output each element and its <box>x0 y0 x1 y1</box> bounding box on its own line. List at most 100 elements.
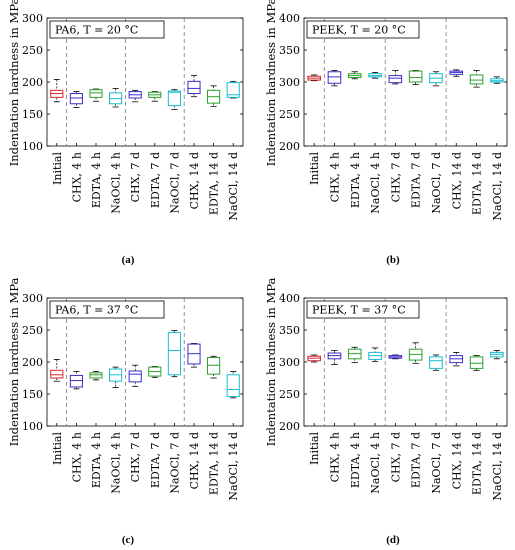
material-label: PEEK, T = 37 °C <box>306 300 420 319</box>
box-2 <box>327 70 342 87</box>
box-body <box>89 372 103 379</box>
box-8 <box>187 343 201 368</box>
box-3 <box>89 88 103 102</box>
box-8 <box>187 75 201 98</box>
label-text: PA6, T = 37 °C <box>55 304 138 317</box>
box-9 <box>469 355 484 371</box>
box-body <box>226 374 240 398</box>
box-1 <box>307 354 321 363</box>
box-3 <box>347 346 362 364</box>
x-tick-label: EDTA, 7 d <box>149 152 162 208</box>
x-tick-label: Initial <box>51 152 64 185</box>
x-tick-label: NaOCl, 4 h <box>369 432 382 494</box>
x-tick-label: NaOCl, 4 h <box>110 432 123 494</box>
x-tick-label: Initial <box>308 152 321 185</box>
y-tick-label: 350 <box>279 324 300 337</box>
box-body <box>128 370 142 383</box>
x-tick-label: NaOCl, 14 d <box>491 432 504 501</box>
x-tick-label: NaOCl, 4 h <box>110 152 123 214</box>
y-axis-label: Indentation hardness in MPa <box>264 0 278 166</box>
y-tick-label: 200 <box>22 76 43 89</box>
box-1 <box>307 74 321 82</box>
x-tick-label: Initial <box>308 432 321 465</box>
x-tick-label: EDTA, 7 d <box>149 432 162 488</box>
y-tick-label: 200 <box>279 140 300 153</box>
box-body <box>69 93 83 105</box>
x-tick-label: CHX, 14 d <box>188 432 201 489</box>
panel-a: 100 150 200 250 300 Initial CHX, 4 h EDTA, 4 h N… <box>7 0 244 221</box>
box-7 <box>429 71 443 87</box>
caption-c: (c) <box>121 534 135 546</box>
box-3 <box>89 371 103 381</box>
y-tick-label: 100 <box>22 420 43 433</box>
y-tick-label: 400 <box>279 292 300 305</box>
box-7 <box>429 354 443 371</box>
box-6 <box>408 342 423 364</box>
y-axis-label: Indentation hardness in MPa <box>7 278 21 447</box>
material-label: PEEK, T = 20 °C <box>306 20 420 39</box>
x-tick-label: EDTA, 14 d <box>471 432 484 495</box>
x-tick-label: NaOCl, 7 d <box>430 432 443 494</box>
caption-d: (d) <box>386 534 400 546</box>
panel-d: 200 250 300 350 400 Initial CHX, 4 h EDTA, 4 h N… <box>264 278 508 501</box>
box-4 <box>368 72 382 79</box>
label-box <box>306 300 420 319</box>
box-6 <box>408 70 423 85</box>
box-5 <box>128 364 142 387</box>
y-tick-label: 300 <box>22 12 43 25</box>
box-10 <box>490 350 504 360</box>
box-body <box>207 357 221 375</box>
box-2 <box>327 350 342 365</box>
box-5 <box>388 354 403 360</box>
box-body <box>89 89 103 98</box>
box-10 <box>490 76 504 84</box>
x-tick-label: CHX, 14 d <box>188 152 201 209</box>
box-6 <box>148 366 162 378</box>
y-tick-label: 300 <box>279 76 300 89</box>
x-tick-label: CHX, 4 h <box>328 152 341 202</box>
y-tick-label: 250 <box>279 388 300 401</box>
box-9 <box>207 85 221 107</box>
caption-b: (b) <box>386 254 400 266</box>
panel-c: 100 150 200 250 300 Initial CHX, 4 h EDTA, 4 h N… <box>7 278 244 501</box>
box-2 <box>69 91 83 108</box>
x-tick-label: EDTA, 4 h <box>349 152 362 208</box>
x-tick-label: CHX, 7 d <box>129 432 142 482</box>
x-tick-label: CHX, 4 h <box>70 432 83 482</box>
x-tick-label: CHX, 7 d <box>389 152 402 202</box>
x-tick-label: EDTA, 7 d <box>410 432 423 488</box>
x-tick-label: EDTA, 14 d <box>471 152 484 215</box>
y-tick-label: 150 <box>22 108 43 121</box>
box-8 <box>449 351 464 367</box>
box-body <box>50 369 64 379</box>
x-tick-label: EDTA, 4 h <box>90 432 103 488</box>
box-7 <box>167 330 181 378</box>
label-text: PEEK, T = 37 °C <box>312 304 406 317</box>
x-tick-label: EDTA, 14 d <box>208 432 221 495</box>
box-body <box>327 71 342 84</box>
box-body <box>408 70 423 83</box>
x-tick-label: CHX, 4 h <box>70 152 83 202</box>
y-tick-label: 200 <box>22 356 43 369</box>
y-tick-label: 250 <box>22 44 43 57</box>
box-body <box>69 374 83 388</box>
y-tick-label: 300 <box>22 292 43 305</box>
y-axis-label: Indentation hardness in MPa <box>7 0 21 166</box>
y-tick-label: 150 <box>22 388 43 401</box>
box-1 <box>50 79 64 103</box>
box-10 <box>226 371 240 399</box>
box-9 <box>207 355 221 379</box>
x-tick-label: NaOCl, 7 d <box>430 152 443 214</box>
label-box <box>49 300 165 319</box>
y-tick-label: 300 <box>279 356 300 369</box>
x-tick-label: NaOCl, 14 d <box>227 152 240 221</box>
x-tick-label: CHX, 7 d <box>129 152 142 202</box>
box-9 <box>469 70 484 88</box>
box-4 <box>109 88 123 108</box>
box-8 <box>449 69 464 77</box>
box-2 <box>69 371 83 390</box>
box-7 <box>167 89 181 110</box>
box-body <box>187 80 201 95</box>
label-text: PA6, T = 20 °C <box>55 24 138 37</box>
